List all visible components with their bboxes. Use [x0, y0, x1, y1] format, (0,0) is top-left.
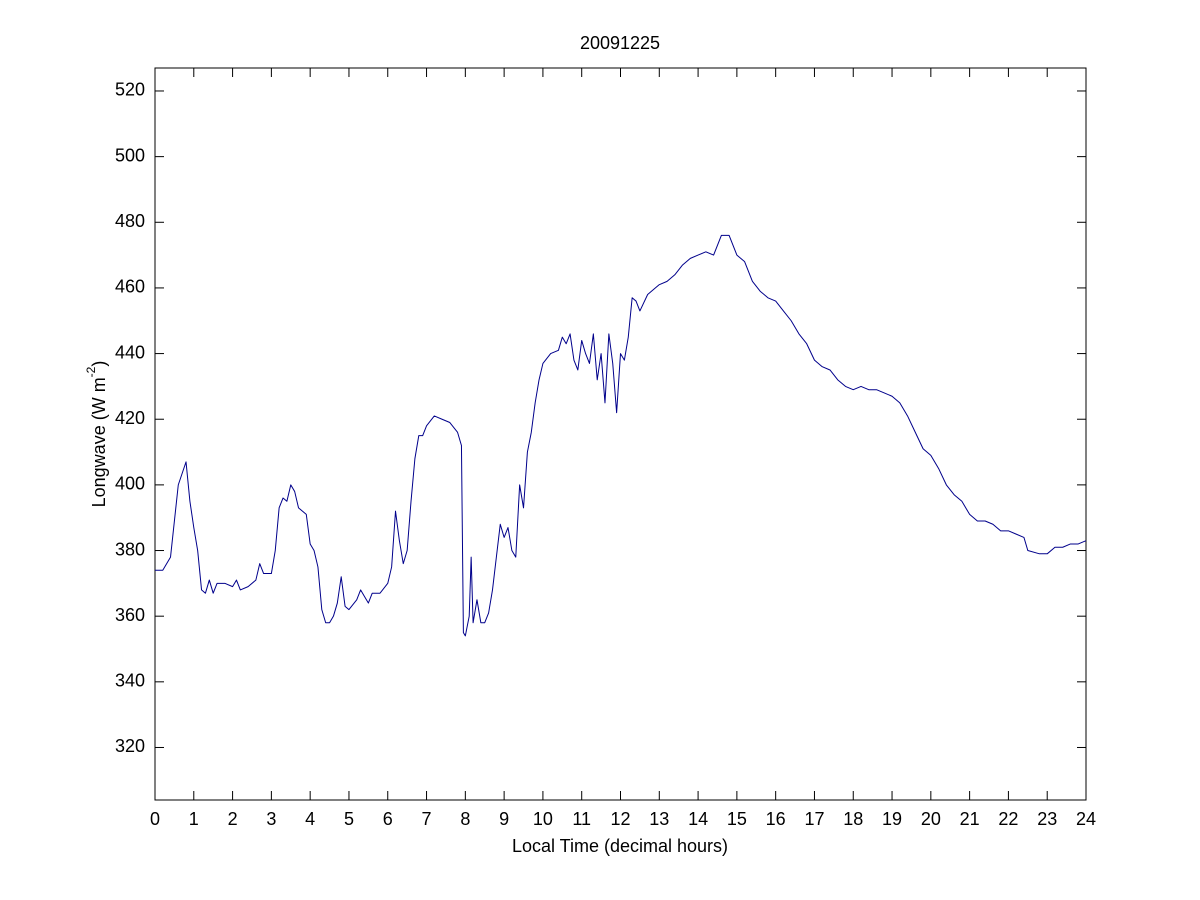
- x-tick-label: 4: [305, 809, 315, 829]
- x-tick-label: 1: [189, 809, 199, 829]
- x-tick-label: 2: [228, 809, 238, 829]
- data-line: [155, 234, 1087, 637]
- x-tick-label: 5: [344, 809, 354, 829]
- y-label-text: Longwave (W m: [89, 377, 109, 507]
- x-tick-label: 12: [610, 809, 630, 829]
- y-tick-label: 440: [115, 342, 145, 362]
- x-tick-label: 21: [960, 809, 980, 829]
- y-axis-label: Longwave (W m-2): [84, 361, 109, 508]
- y-tick-label: 400: [115, 474, 145, 494]
- x-tick-label: 19: [882, 809, 902, 829]
- x-tick-label: 16: [766, 809, 786, 829]
- x-tick-label: 15: [727, 809, 747, 829]
- x-tick-label: 8: [460, 809, 470, 829]
- x-tick-label: 10: [533, 809, 553, 829]
- y-tick-label: 340: [115, 671, 145, 691]
- x-tick-label: 9: [499, 809, 509, 829]
- y-tick-label: 360: [115, 605, 145, 625]
- x-tick-label: 0: [150, 809, 160, 829]
- x-tick-label: 17: [804, 809, 824, 829]
- y-tick-label: 480: [115, 211, 145, 231]
- x-tick-label: 20: [921, 809, 941, 829]
- y-label-suffix: ): [89, 361, 109, 367]
- y-label-superscript: -2: [84, 366, 98, 377]
- x-tick-label: 23: [1037, 809, 1057, 829]
- x-tick-label: 22: [998, 809, 1018, 829]
- y-tick-label: 500: [115, 145, 145, 165]
- x-tick-label: 24: [1076, 809, 1096, 829]
- x-tick-label: 13: [649, 809, 669, 829]
- plot-frame: [154, 67, 1087, 801]
- x-tick-label: 7: [422, 809, 432, 829]
- x-tick-label: 3: [266, 809, 276, 829]
- x-axis-label: Local Time (decimal hours): [512, 836, 728, 856]
- x-tick-label: 18: [843, 809, 863, 829]
- y-tick-label: 520: [115, 80, 145, 100]
- chart-title: 20091225: [580, 33, 660, 53]
- x-tick-label: 6: [383, 809, 393, 829]
- y-tick-label: 380: [115, 539, 145, 559]
- y-tick-label: 320: [115, 736, 145, 756]
- x-tick-label: 14: [688, 809, 708, 829]
- y-tick-label: 420: [115, 408, 145, 428]
- y-tick-label: 460: [115, 277, 145, 297]
- x-tick-label: 11: [572, 809, 591, 829]
